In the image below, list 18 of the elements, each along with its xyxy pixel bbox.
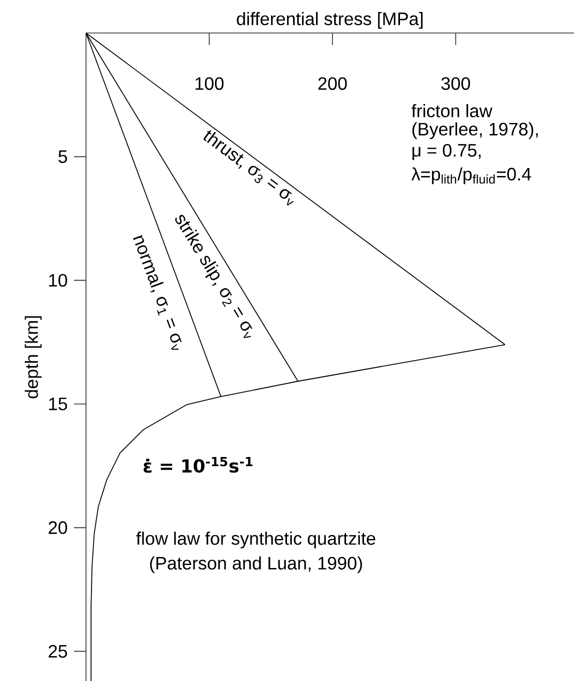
annotation: ε̇ = 10$^{-15}$s$^{-1}$ (144, 456, 252, 473)
y-axis-title: depth [km] (24, 316, 42, 398)
y-tick-label: 15 (49, 398, 68, 410)
y-tick-label: 25 (48, 644, 68, 658)
y-tick-label: 5 (58, 150, 68, 163)
annotation: (Byerlee, 1978), (412, 122, 538, 140)
x-tick-label: 300 (441, 77, 470, 90)
x-tick-label: 100 (196, 77, 224, 90)
annotation: fricton law (412, 104, 492, 118)
x-tick-label: 200 (318, 77, 347, 90)
x-axis-title: differential stress [MPa] (236, 12, 423, 29)
y-tick-label: 10 (49, 274, 68, 287)
annotation: λ=p$_{lith}$/p$_{fluid}$=0.4 (411, 167, 532, 184)
annotation: normal, σ$_{1}$ = σ$_{v}$ (133, 235, 182, 350)
y-tick-label: 20 (48, 521, 68, 534)
annotation: flow law for synthetic quartzite (136, 532, 376, 548)
annotation: μ = 0.75, (412, 144, 481, 160)
annotation: (Paterson and Luan, 1990) (150, 556, 362, 574)
